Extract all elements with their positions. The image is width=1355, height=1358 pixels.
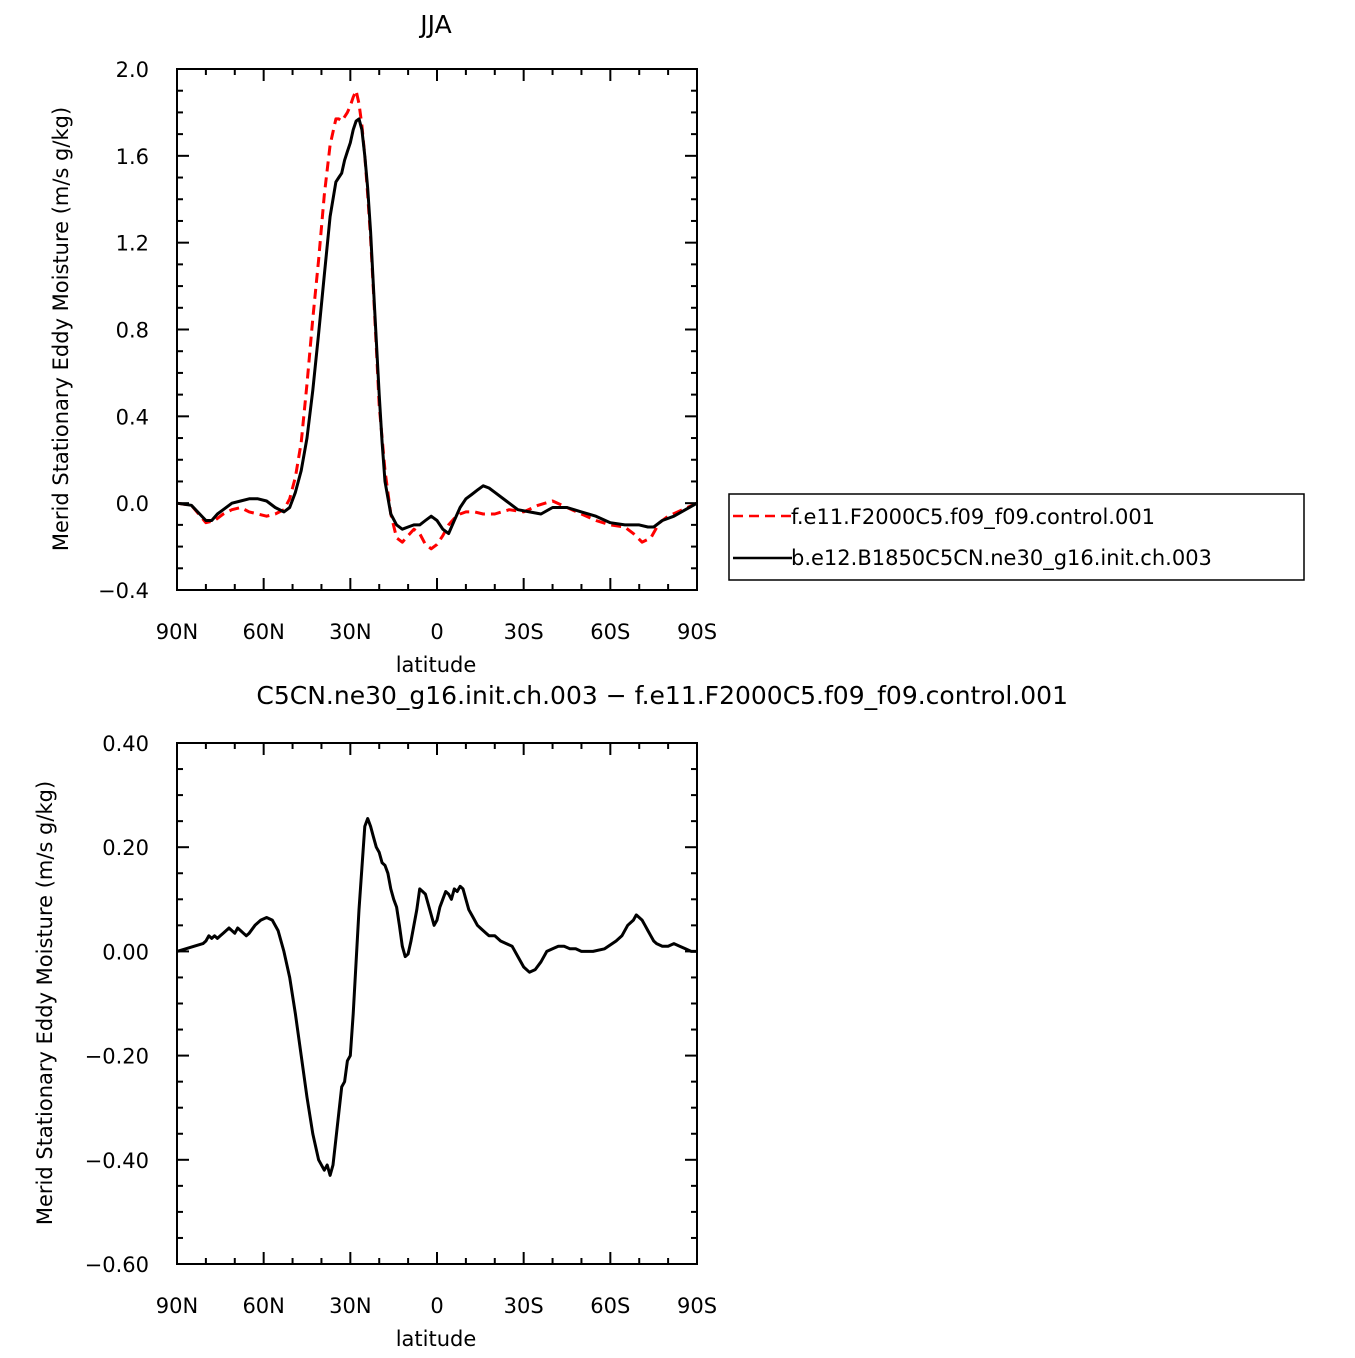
bottom-y-tick-label: 0.40 [102,732,149,756]
top-x-tick-label: 30S [504,620,544,644]
top-x-tick-label: 30N [329,620,371,644]
top-y-tick-label: 0.4 [116,405,149,429]
top-x-tick-label: 90S [677,620,717,644]
top-y-tick-label: 0.0 [116,492,149,516]
top-y-tick-label: 0.8 [116,319,149,343]
top-y-tick-label: 1.2 [116,232,149,256]
top-x-tick-label: 60N [242,620,284,644]
top-x-tick-label: 90N [156,620,198,644]
bottom-y-tick-label: −0.20 [85,1045,149,1069]
top-y-tick-label: −0.4 [98,579,149,603]
top-plot-frame [176,68,698,591]
top-panel: JJA latitude Merid Stationary Eddy Moist… [49,10,717,677]
top-x-tick-label: 60S [590,620,630,644]
top-y-tick-label: 1.6 [116,145,149,169]
legend-label-series-1: f.e11.F2000C5.f09_f09.control.001 [791,505,1155,530]
top-x-tick-label: 0 [430,620,443,644]
bottom-y-tick-label: 0.00 [102,940,149,964]
bottom-plot-frame [176,742,698,1265]
bottom-x-tick-label: 0 [430,1294,443,1318]
bottom-y-tick-label: −0.40 [85,1149,149,1173]
bottom-panel: C5CN.ne30_g16.init.ch.003 − f.e11.F2000C… [33,681,1068,1351]
legend-box [728,493,1305,581]
top-y-axis-title: Merid Stationary Eddy Moisture (m/s g/kg… [49,107,73,551]
bottom-y-tick-label: −0.60 [85,1253,149,1277]
top-y-tick-label: 2.0 [116,58,149,82]
bottom-y-tick-label: 0.20 [102,836,149,860]
top-series-line-1 [176,89,698,551]
bottom-x-tick-label: 30N [329,1294,371,1318]
legend-label-series-2: b.e12.B1850C5CN.ne30_g16.init.ch.003 [791,546,1212,571]
bottom-x-tick-label: 90N [156,1294,198,1318]
top-x-axis-title: latitude [396,653,477,677]
bottom-x-tick-label: 60N [242,1294,284,1318]
legend: f.e11.F2000C5.f09_f09.control.001 b.e12.… [728,493,1305,581]
bottom-series-line-1 [176,817,697,1177]
bottom-x-tick-label: 30S [504,1294,544,1318]
bottom-x-axis-title: latitude [396,1327,477,1351]
bottom-y-axis-title: Merid Stationary Eddy Moisture (m/s g/kg… [33,781,57,1225]
bottom-plot-title: C5CN.ne30_g16.init.ch.003 − f.e11.F2000C… [256,681,1068,710]
top-plot-title: JJA [418,10,451,39]
top-series-line-2 [176,117,698,536]
bottom-x-tick-label: 60S [590,1294,630,1318]
bottom-x-tick-label: 90S [677,1294,717,1318]
